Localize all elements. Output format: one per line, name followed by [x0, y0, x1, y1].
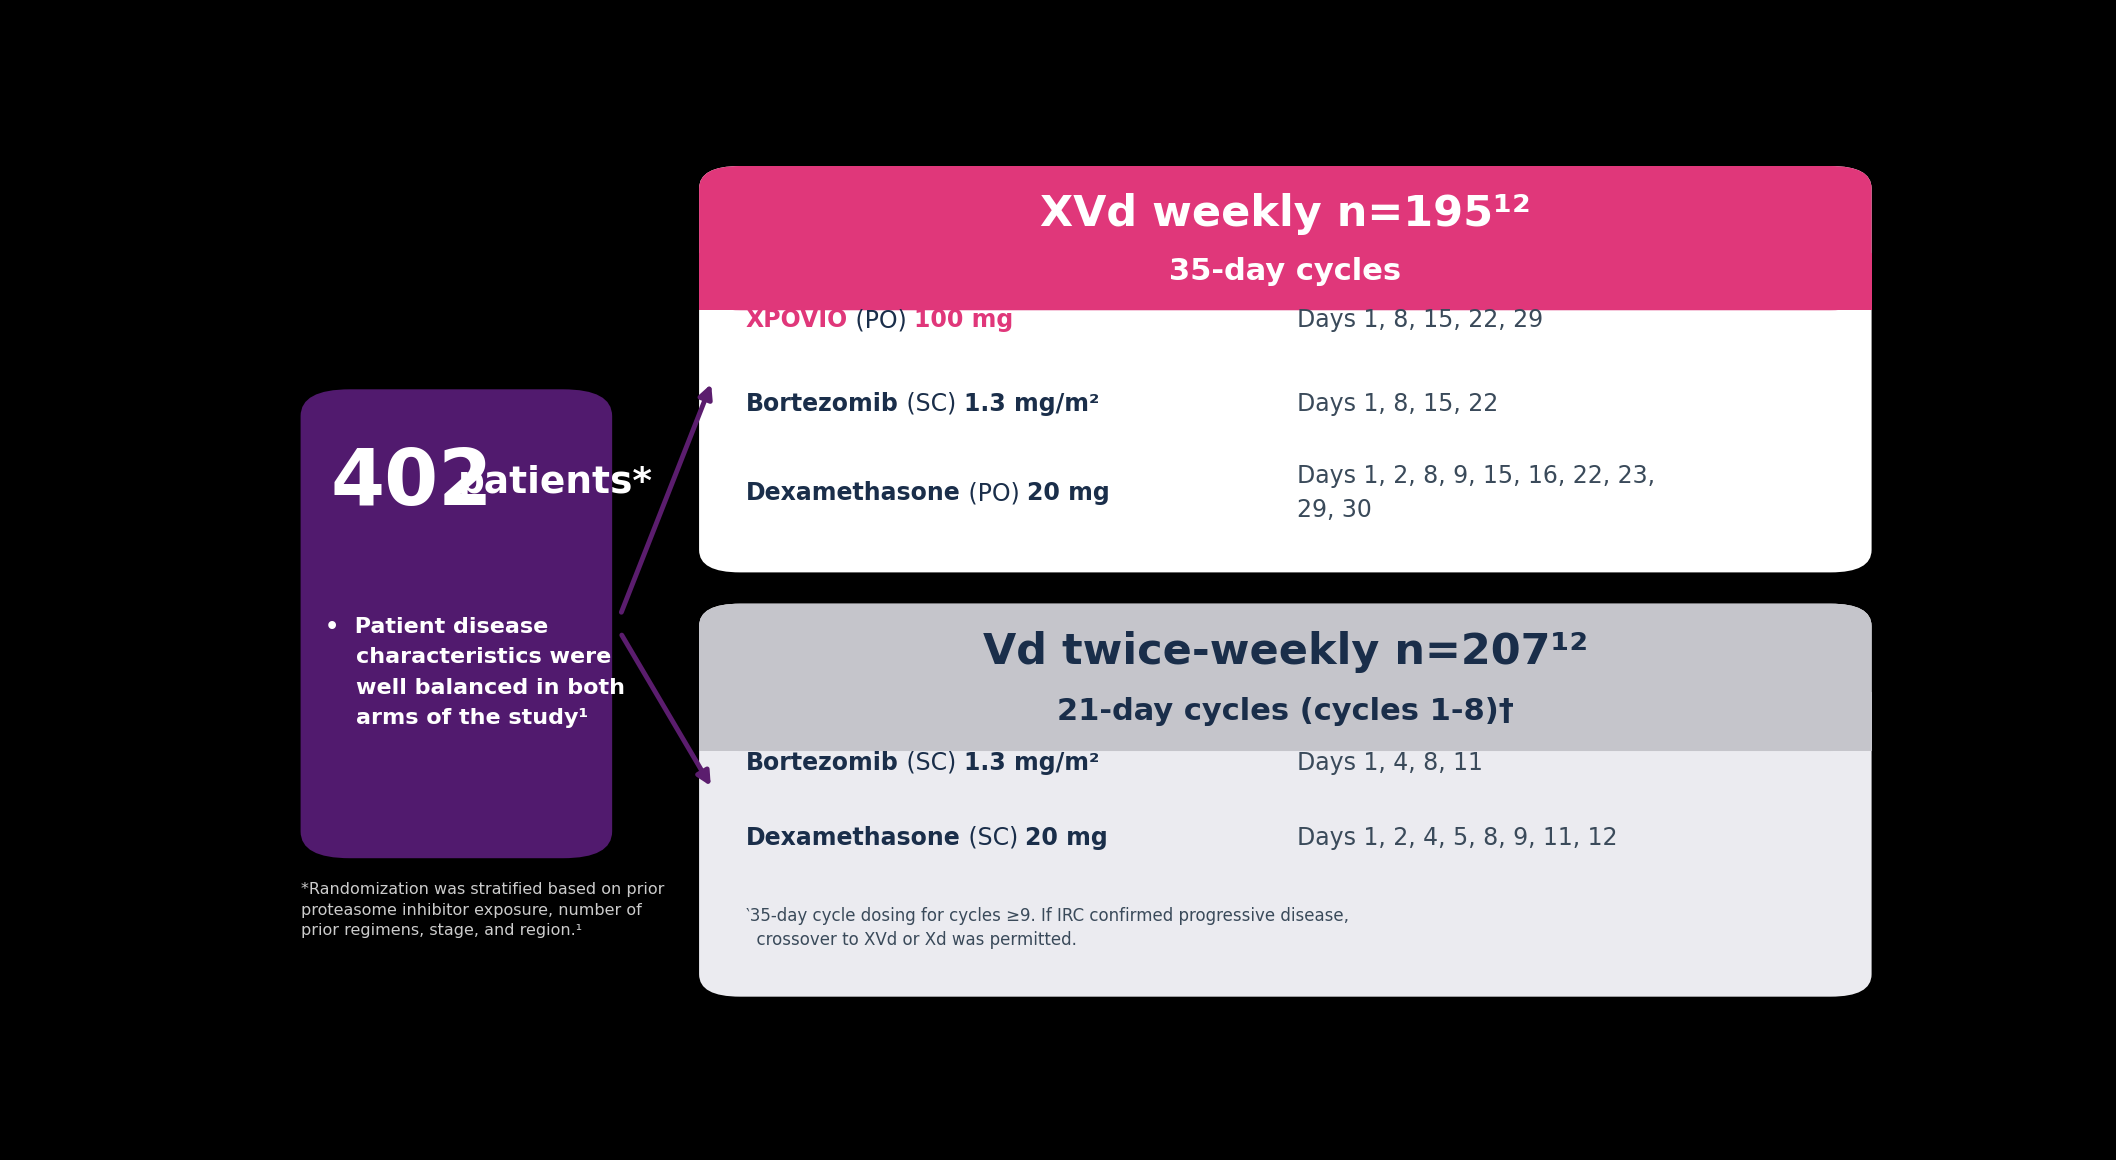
FancyBboxPatch shape	[698, 166, 1873, 572]
Text: 35-day cycles: 35-day cycles	[1170, 256, 1401, 285]
Text: 1.3 mg/m²: 1.3 mg/m²	[963, 392, 1098, 415]
FancyBboxPatch shape	[698, 603, 1873, 996]
Text: (PO): (PO)	[849, 309, 914, 333]
Text: 21-day cycles (cycles 1-8)†: 21-day cycles (cycles 1-8)†	[1056, 697, 1513, 726]
Bar	[698, 253, 1873, 310]
Bar	[698, 693, 1873, 751]
Text: XVd weekly n=195¹²: XVd weekly n=195¹²	[1039, 193, 1530, 234]
FancyBboxPatch shape	[698, 603, 1873, 751]
Text: ‵35-day cycle dosing for cycles ≥9. If IRC confirmed progressive disease,
  cros: ‵35-day cycle dosing for cycles ≥9. If I…	[747, 907, 1350, 949]
Text: (SC): (SC)	[961, 826, 1026, 849]
Text: Days 1, 4, 8, 11: Days 1, 4, 8, 11	[1297, 751, 1483, 775]
Text: *Randomization was stratified based on prior
proteasome inhibitor exposure, numb: *Randomization was stratified based on p…	[300, 883, 664, 938]
Text: (SC): (SC)	[899, 751, 963, 775]
Text: Dexamethasone: Dexamethasone	[747, 481, 961, 505]
Text: Days 1, 2, 4, 5, 8, 9, 11, 12: Days 1, 2, 4, 5, 8, 9, 11, 12	[1297, 826, 1617, 849]
Text: Vd twice-weekly n=207¹²: Vd twice-weekly n=207¹²	[982, 631, 1587, 673]
Text: (PO): (PO)	[961, 481, 1026, 505]
Text: 100 mg: 100 mg	[914, 309, 1014, 333]
Text: Dexamethasone: Dexamethasone	[747, 826, 961, 849]
Text: 20 mg: 20 mg	[1026, 481, 1109, 505]
FancyBboxPatch shape	[698, 166, 1873, 310]
Text: •  Patient disease
    characteristics were
    well balanced in both
    arms o: • Patient disease characteristics were w…	[326, 617, 624, 728]
Text: Bortezomib: Bortezomib	[747, 751, 899, 775]
Text: Days 1, 8, 15, 22: Days 1, 8, 15, 22	[1297, 392, 1498, 415]
Text: Bortezomib: Bortezomib	[747, 392, 899, 415]
Text: patients*: patients*	[457, 465, 654, 501]
Text: Days 1, 2, 8, 9, 15, 16, 22, 23,
29, 30: Days 1, 2, 8, 9, 15, 16, 22, 23, 29, 30	[1297, 464, 1655, 522]
Text: XPOVIO: XPOVIO	[747, 309, 849, 333]
FancyBboxPatch shape	[300, 390, 612, 858]
Text: 1.3 mg/m²: 1.3 mg/m²	[963, 751, 1098, 775]
Text: 20 mg: 20 mg	[1026, 826, 1109, 849]
Text: (SC): (SC)	[899, 392, 963, 415]
Text: Days 1, 8, 15, 22, 29: Days 1, 8, 15, 22, 29	[1297, 309, 1543, 333]
Text: 402: 402	[330, 445, 493, 521]
